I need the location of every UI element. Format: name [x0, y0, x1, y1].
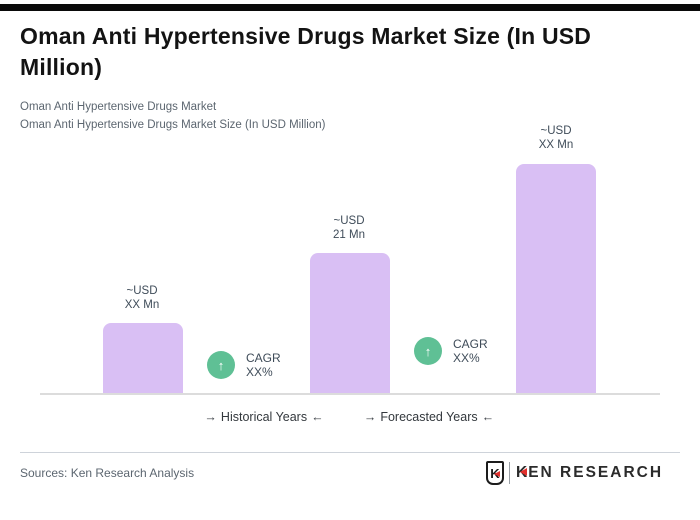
- bar3-label-line1: ~USD: [540, 125, 572, 137]
- bar-value-label: ~USD XX Mn: [501, 124, 611, 152]
- arrow-right-icon: →: [363, 410, 377, 424]
- logo-wordmark: KEN RESEARCH: [516, 464, 663, 482]
- arrow-up-circle-icon: ↑: [414, 337, 442, 365]
- legend-historical-years: → Historical Years ←: [179, 410, 349, 424]
- bar-value-label: ~USD XX Mn: [87, 284, 197, 312]
- logo-word-rest: EN RESEARCH: [528, 464, 664, 481]
- bar2-label-line1: ~USD: [333, 215, 365, 227]
- chart-subtitle: Oman Anti Hypertensive Drugs Market Oman…: [20, 98, 620, 134]
- arrow-left-icon: ←: [311, 410, 324, 424]
- subtitle-line-1: Oman Anti Hypertensive Drugs Market: [20, 101, 217, 113]
- subtitle-line-2: Oman Anti Hypertensive Drugs Market Size…: [20, 119, 326, 131]
- bar1-label-line2: XX Mn: [124, 299, 160, 311]
- cagr1-value: XX%: [246, 365, 273, 379]
- sources-note: Sources: Ken Research Analysis: [20, 466, 195, 480]
- logo-red-triangle-icon: [494, 471, 500, 477]
- bar1-label-line1: ~USD: [126, 285, 158, 297]
- logo-word-red-triangle-icon: [520, 467, 528, 476]
- bar3-label-line2: XX Mn: [538, 139, 574, 151]
- bar2-label-line2: 21 Mn: [333, 229, 365, 241]
- bar-historical: [103, 323, 183, 393]
- footer-divider: [20, 452, 680, 453]
- legend-forecasted-years: → Forecasted Years ←: [344, 410, 514, 424]
- top-black-bar: [0, 4, 700, 11]
- arrow-up-circle-icon: ↑: [207, 351, 235, 379]
- logo-shield-icon: K: [486, 461, 504, 485]
- cagr-badge: ↑ CAGR XX%: [414, 337, 488, 365]
- x-axis-baseline: [40, 393, 660, 395]
- logo-separator: [509, 462, 510, 484]
- page-title: Oman Anti Hypertensive Drugs Market Size…: [20, 23, 592, 80]
- cagr2-value: XX%: [453, 351, 480, 365]
- arrow-left-icon: ←: [481, 410, 495, 424]
- cagr-badge: ↑ CAGR XX%: [207, 351, 281, 379]
- legend-historical-label: Historical Years: [220, 410, 308, 424]
- bar-value-label: ~USD 21 Mn: [294, 214, 404, 242]
- ken-research-logo: K KEN RESEARCH: [486, 461, 663, 485]
- cagr2-label: CAGR: [453, 337, 488, 351]
- legend-forecasted-label: Forecasted Years: [380, 410, 478, 424]
- bar-forecast: [516, 164, 596, 393]
- cagr1-label: CAGR: [246, 351, 281, 365]
- cagr-text: CAGR XX%: [453, 337, 488, 365]
- arrow-right-icon: →: [204, 410, 217, 424]
- bar-current: [310, 253, 390, 393]
- cagr-text: CAGR XX%: [246, 351, 281, 379]
